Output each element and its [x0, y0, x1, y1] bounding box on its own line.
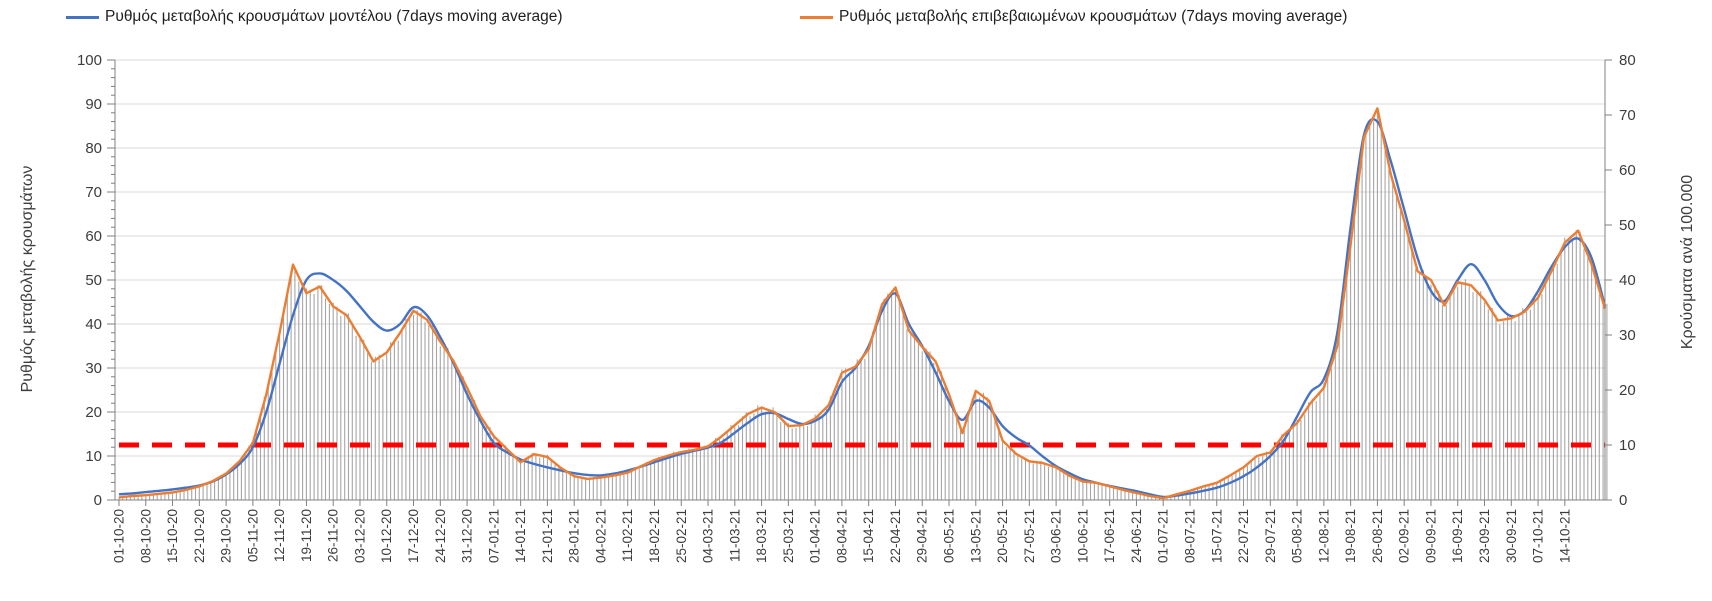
- model-line-swatch-icon: [66, 15, 99, 19]
- axis-tick-label: 11-03-21: [727, 509, 742, 562]
- axis-tick-label: 19-08-21: [1343, 509, 1358, 563]
- confirmed-line-swatch-icon: [800, 15, 833, 19]
- axis-tick-label: 05-08-21: [1290, 509, 1305, 563]
- axis-tick-label: 60: [85, 228, 102, 245]
- legend-label-model: Ρυθμός μεταβολής κρουσμάτων μοντέλου (7d…: [105, 8, 563, 25]
- axis-tick-label: 30: [85, 360, 102, 377]
- axis-tick-label: 01-04-21: [808, 509, 823, 563]
- axis-tick-label: 07-01-21: [486, 509, 501, 563]
- axis-tick-labels: 0 10 20 30 40 50 60 70 80 90 100 0 10 20 30 40 50 60 70 80 0…: [77, 52, 1636, 563]
- series-model-line: [118, 118, 1607, 499]
- axis-tick-label: 100: [77, 52, 102, 69]
- series-confirmed-line: [118, 107, 1607, 500]
- axis-tick-label: 31-12-20: [460, 509, 475, 563]
- axis-tick-label: 03-06-21: [1049, 509, 1064, 563]
- axis-tick-label: 10-12-20: [379, 509, 394, 563]
- axis-tick-label: 60: [1619, 162, 1636, 179]
- axis-tick-label: 0: [94, 492, 102, 509]
- axis-tick-label: 50: [85, 272, 102, 289]
- axis-tick-label: 13-05-21: [968, 509, 983, 563]
- legend-item-model: Ρυθμός μεταβολής κρουσμάτων μοντέλου (7d…: [66, 6, 563, 28]
- axis-tick-label: 70: [85, 184, 102, 201]
- axis-tick-label: 28-01-21: [567, 509, 582, 563]
- axis-tick-label: 0: [1619, 492, 1627, 509]
- axis-tick-label: 70: [1619, 107, 1636, 124]
- axis-tick-label: 14-10-21: [1557, 509, 1572, 563]
- axis-tick-label: 07-10-21: [1531, 509, 1546, 563]
- axis-tick-label: 15-04-21: [861, 509, 876, 563]
- axis-tick-label: 08-10-20: [138, 509, 153, 563]
- axis-tick-label: 29-10-20: [219, 509, 234, 563]
- axis-tick-label: 22-04-21: [888, 509, 903, 563]
- axis-tick-label: 24-06-21: [1129, 509, 1144, 563]
- axis-tick-label: 14-01-21: [513, 509, 528, 563]
- axis-tick-label: 29-04-21: [915, 509, 930, 563]
- axis-tick-label: 25-03-21: [781, 509, 796, 563]
- axis-tick-label: 06-05-21: [942, 509, 957, 563]
- axis-tick-label: 22-07-21: [1236, 509, 1251, 563]
- legend-item-confirmed: Ρυθμός μεταβολής επιβεβαιωμένων κρουσμάτ…: [800, 6, 1347, 28]
- axis-tick-label: 20-05-21: [995, 509, 1010, 563]
- axis-tick-label: 17-06-21: [1102, 509, 1117, 563]
- axis-tick-label: 40: [1619, 272, 1636, 289]
- axis-tick-label: 12-08-21: [1316, 509, 1331, 563]
- axis-tick-label: 10-06-21: [1075, 509, 1090, 563]
- axis-tick-label: 11-02-21: [620, 509, 635, 562]
- legend-label-confirmed: Ρυθμός μεταβολής επιβεβαιωμένων κρουσμάτ…: [839, 8, 1348, 25]
- axis-tick-label: 16-09-21: [1450, 509, 1465, 563]
- axis-tick-label: 05-11-20: [245, 509, 260, 562]
- axis-tick-label: 80: [85, 140, 102, 157]
- axis-tick-label: 25-02-21: [674, 509, 689, 563]
- axis-tick-label: 20: [85, 404, 102, 421]
- axis-tick-label: 02-09-21: [1397, 509, 1412, 563]
- axis-tick-label: 04-02-21: [593, 509, 608, 563]
- axis-tick-label: 09-09-21: [1424, 509, 1439, 563]
- axis-tick-label: 17-12-20: [406, 509, 421, 563]
- axis-tick-label: 21-01-21: [540, 509, 555, 563]
- axis-tick-label: 20: [1619, 382, 1636, 399]
- axis-tick-label: 18-02-21: [647, 509, 662, 563]
- axis-tick-label: 01-07-21: [1156, 509, 1171, 563]
- axis-tick-label: 18-03-21: [754, 509, 769, 563]
- axis-tick-label: 30: [1619, 327, 1636, 344]
- axis-tick-label: 19-11-20: [299, 509, 314, 562]
- axis-tick-label: 29-07-21: [1263, 509, 1278, 563]
- axis-tick-label: 26-08-21: [1370, 509, 1385, 563]
- axis-tick-label: 40: [85, 316, 102, 333]
- axis-tick-label: 90: [85, 96, 102, 113]
- axis-tick-label: 03-12-20: [353, 509, 368, 563]
- axis-tick-label: 10: [85, 448, 102, 465]
- axis-tick-label: 08-04-21: [834, 509, 849, 563]
- axis-tick-label: 80: [1619, 52, 1636, 69]
- axes: [107, 59, 1612, 506]
- axis-tick-label: 15-10-20: [165, 509, 180, 563]
- axis-tick-label: 23-09-21: [1477, 509, 1492, 563]
- axis-tick-label: 10: [1619, 437, 1636, 454]
- axis-tick-label: 26-11-20: [326, 509, 341, 562]
- axis-tick-label: 08-07-21: [1183, 509, 1198, 563]
- axis-tick-label: 24-12-20: [433, 509, 448, 563]
- axis-tick-label: 04-03-21: [701, 509, 716, 563]
- axis-tick-label: 27-05-21: [1022, 509, 1037, 563]
- axis-tick-label: 12-11-20: [272, 509, 287, 562]
- axis-tick-label: 30-09-21: [1504, 509, 1519, 563]
- axis-tick-label: 50: [1619, 217, 1636, 234]
- axis-tick-label: 15-07-21: [1209, 509, 1224, 563]
- axis-tick-label: 22-10-20: [192, 509, 207, 563]
- daily-bars: [118, 107, 1608, 500]
- axis-tick-label: 01-10-20: [112, 509, 127, 563]
